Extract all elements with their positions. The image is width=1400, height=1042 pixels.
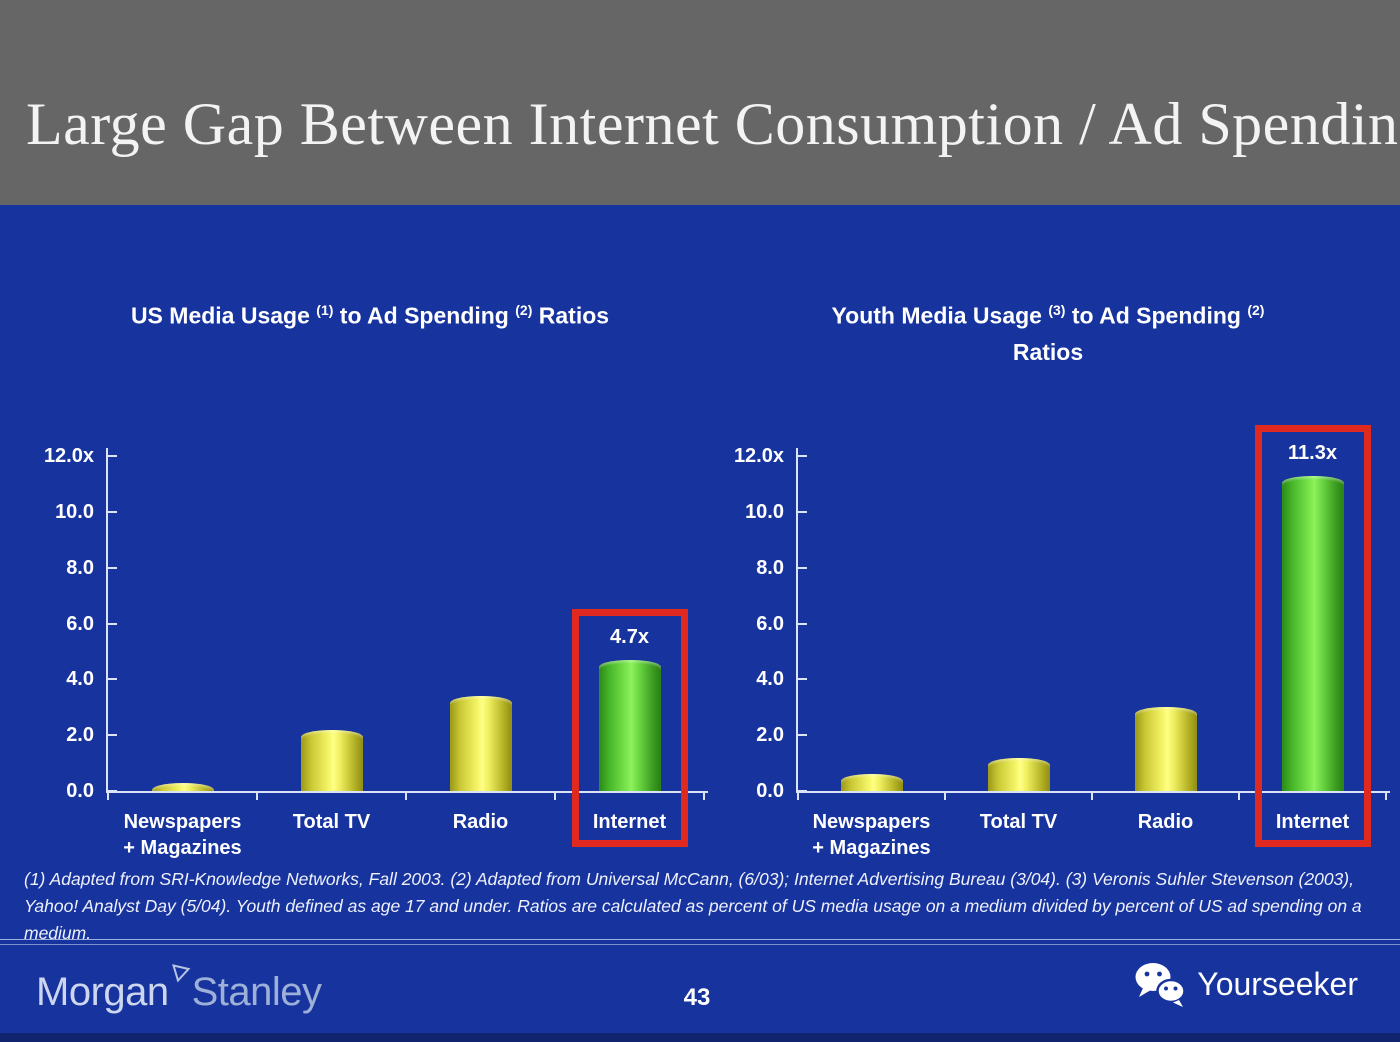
category-label: Newspapers + Magazines: [123, 811, 242, 859]
divider-line-bottom: [0, 944, 1400, 945]
y-axis: [106, 448, 108, 793]
bar-total-tv: [300, 729, 363, 791]
x-tick: [107, 793, 109, 800]
y-tick-label: 0.0: [756, 780, 784, 802]
brand-morgan: Morgan: [36, 970, 169, 1014]
x-tick: [405, 793, 407, 800]
y-tick-label: 8.0: [66, 556, 94, 579]
x-tick: [944, 793, 946, 800]
x-tick: [1238, 793, 1240, 800]
chart-plot-us: 12.0x 10.0 8.0 6.0 4.0 2.0 0.0 Newspapers + Maga…: [44, 445, 708, 859]
x-tick: [703, 793, 705, 800]
morgan-stanley-logo: Morgan Stanley: [36, 964, 322, 1014]
y-axis: [796, 448, 798, 793]
y-tick: [798, 622, 807, 625]
y-tick-label: 4.0: [756, 668, 784, 691]
category-label: Internet: [592, 811, 667, 833]
bar-newspapers-magazines: [840, 774, 903, 791]
category-label: Newspapers + Magazines: [812, 811, 931, 859]
y-tick: [798, 566, 807, 569]
bar-value-label: 4.7x: [610, 625, 649, 648]
y-tick-label: 12.0x: [43, 445, 94, 467]
chart-us-media-usage: US Media Usage (1) to Ad Spending (2) Ra…: [30, 278, 710, 859]
slide-header: Large Gap Between Internet Consumption /…: [0, 0, 1400, 205]
category-label: Radio: [1137, 811, 1194, 833]
y-tick-label: 4.0: [66, 668, 94, 691]
y-tick: [798, 678, 807, 681]
bar-value-label: 11.3x: [1288, 441, 1337, 464]
y-tick-label: 10.0: [55, 500, 94, 523]
chart-youth-media-usage: Youth Media Usage (3) to Ad Spending (2)…: [708, 278, 1390, 859]
category-label: Total TV: [292, 811, 371, 833]
y-tick-label: 12.0x: [733, 445, 784, 467]
category-label: Radio: [452, 811, 509, 833]
bar-radio: [449, 696, 512, 791]
y-tick-label: 6.0: [66, 612, 94, 635]
category-label: Internet: [1275, 811, 1350, 833]
y-tick: [108, 734, 117, 737]
y-tick: [108, 455, 117, 457]
y-tick: [798, 734, 807, 737]
x-tick: [256, 793, 258, 800]
y-tick: [798, 510, 807, 513]
bar-newspapers-magazines: [151, 782, 214, 791]
footnote: (1) Adapted from SRI-Knowledge Networks,…: [24, 869, 1362, 944]
y-tick-label: 2.0: [66, 724, 94, 747]
divider-line-top: [0, 939, 1400, 940]
x-tick: [554, 793, 556, 800]
x-tick: [1385, 793, 1387, 800]
x-axis: [106, 791, 708, 793]
y-tick-label: 0.0: [66, 780, 94, 802]
y-tick-label: 6.0: [756, 612, 784, 635]
bar-radio: [1134, 707, 1197, 791]
y-tick: [108, 622, 117, 625]
yourseeker-watermark: Yourseeker: [1133, 961, 1358, 1007]
page-number: 43: [683, 984, 711, 1011]
x-tick: [1091, 793, 1093, 800]
slide-title: Large Gap Between Internet Consumption /…: [26, 91, 1400, 157]
highlight-rect: [1254, 424, 1371, 847]
bottom-strip: [0, 1033, 1400, 1042]
x-tick: [797, 793, 799, 800]
y-tick: [108, 678, 117, 681]
y-tick: [108, 566, 117, 569]
slide-body: US Media Usage (1) to Ad Spending (2) Ra…: [0, 205, 1400, 1042]
highlight-rect: [571, 608, 688, 847]
chart-plot-youth: 12.0x 10.0 8.0 6.0 4.0 2.0 0.0 Newspapers + Maga…: [734, 424, 1390, 859]
brand-stanley: Stanley: [191, 970, 322, 1014]
morgan-stanley-triangle-icon: [171, 964, 191, 983]
chart-title-youth: Youth Media Usage (3) to Ad Spending (2)…: [831, 302, 1265, 365]
category-label: Total TV: [979, 811, 1058, 833]
y-tick: [798, 455, 807, 457]
chart-title-us: US Media Usage (1) to Ad Spending (2) Ra…: [130, 302, 610, 329]
y-tick-label: 2.0: [756, 724, 784, 747]
y-tick-label: 10.0: [745, 500, 784, 523]
y-tick-label: 8.0: [756, 556, 784, 579]
bar-total-tv: [987, 757, 1050, 791]
bar-internet: [598, 659, 661, 791]
y-tick: [108, 510, 117, 513]
bar-internet: [1281, 475, 1344, 791]
y-tick: [798, 790, 807, 792]
y-tick: [108, 790, 117, 792]
wechat-icon: [1135, 963, 1187, 1007]
yourseeker-label: Yourseeker: [1197, 965, 1358, 1002]
x-axis: [796, 791, 1390, 793]
